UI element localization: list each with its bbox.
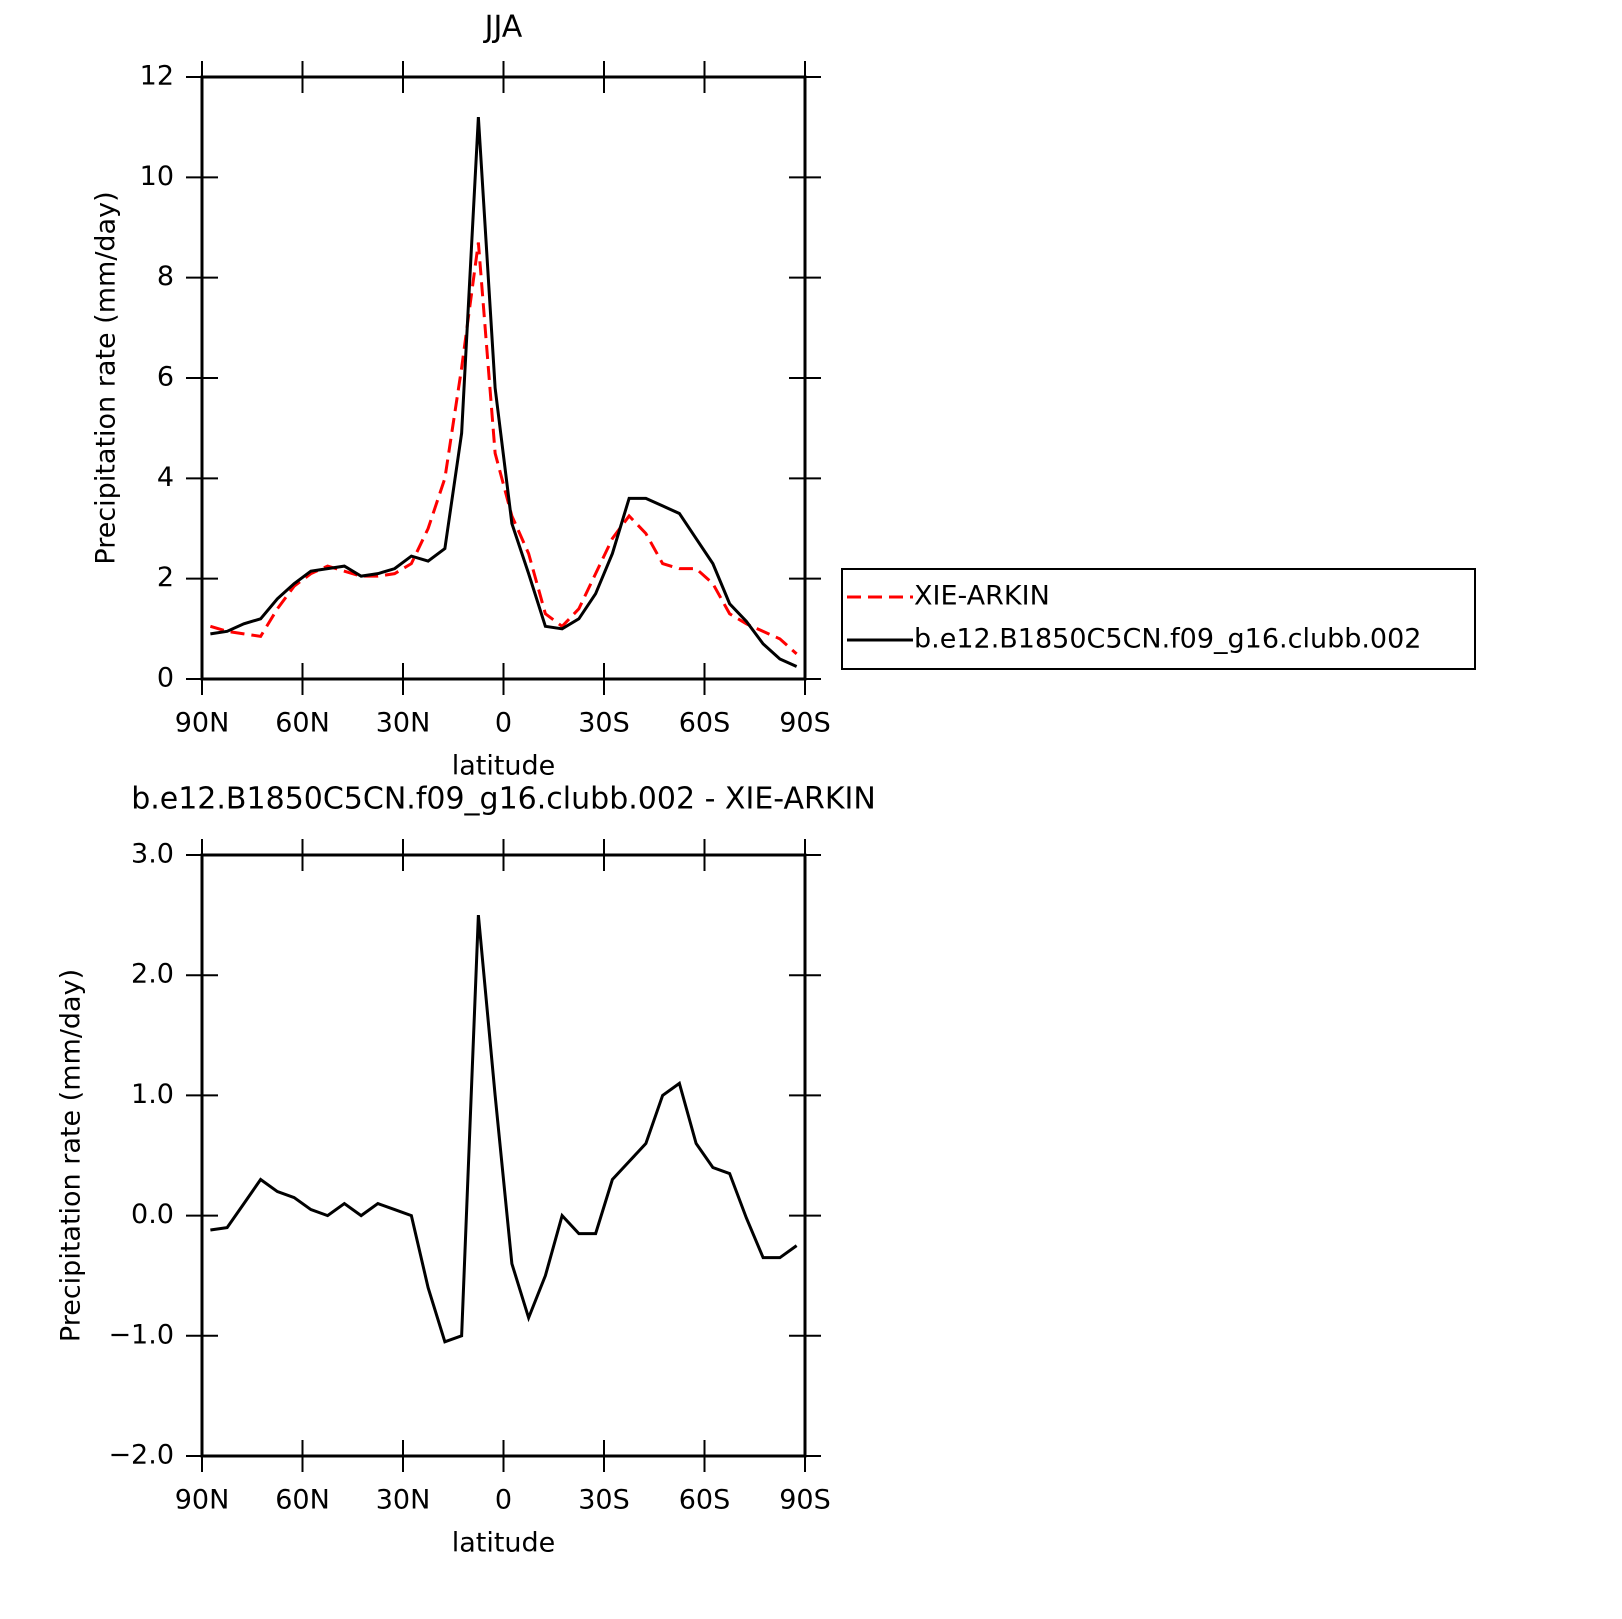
- y-tick-label: 6: [157, 362, 174, 393]
- x-tick-label: 60S: [679, 1485, 731, 1516]
- y-tick-label: 1.0: [131, 1079, 174, 1110]
- x-tick-label: 60N: [275, 1485, 330, 1516]
- y-tick-label: 0: [157, 663, 174, 694]
- x-tick-label: 60N: [275, 708, 330, 739]
- x-axis-label: latitude: [452, 751, 556, 782]
- chart-title: b.e12.B1850C5CN.f09_g16.clubb.002 - XIE-…: [131, 782, 876, 817]
- y-tick-label: 10: [140, 161, 174, 192]
- y-tick-label: 12: [140, 61, 174, 92]
- legend-label: b.e12.B1850C5CN.f09_g16.clubb.002: [914, 624, 1421, 655]
- x-tick-label: 0: [495, 708, 512, 739]
- legend-box: [841, 568, 1476, 670]
- series-line: [210, 914, 798, 1344]
- x-tick-label: 30N: [376, 708, 431, 739]
- x-tick-label: 60S: [679, 708, 731, 739]
- x-tick-label: 90S: [779, 1485, 831, 1516]
- y-axis-label: Precipitation rate (mm/day): [91, 191, 122, 564]
- y-tick-label: 8: [157, 261, 174, 292]
- y-tick-label: −2.0: [108, 1440, 174, 1471]
- y-tick-label: 2: [157, 562, 174, 593]
- y-tick-label: −1.0: [108, 1319, 174, 1350]
- x-tick-label: 90N: [175, 1485, 230, 1516]
- plot-frame: [200, 853, 807, 1458]
- x-tick-label: 90S: [779, 708, 831, 739]
- x-tick-label: 30S: [578, 708, 630, 739]
- chart-title: JJA: [483, 10, 523, 45]
- y-axis-label: Precipitation rate (mm/day): [56, 969, 87, 1342]
- y-tick-label: 2.0: [131, 959, 174, 990]
- y-tick-label: 3.0: [131, 839, 174, 870]
- legend-label: XIE-ARKIN: [914, 581, 1050, 612]
- series-line: [210, 117, 798, 668]
- x-tick-label: 30N: [376, 1485, 431, 1516]
- x-tick-label: 90N: [175, 708, 230, 739]
- x-axis-label: latitude: [452, 1528, 556, 1559]
- y-tick-label: 0.0: [131, 1199, 174, 1230]
- series-line: [209, 242, 798, 656]
- x-tick-label: 30S: [578, 1485, 630, 1516]
- y-tick-label: 4: [157, 462, 174, 493]
- x-tick-label: 0: [495, 1485, 512, 1516]
